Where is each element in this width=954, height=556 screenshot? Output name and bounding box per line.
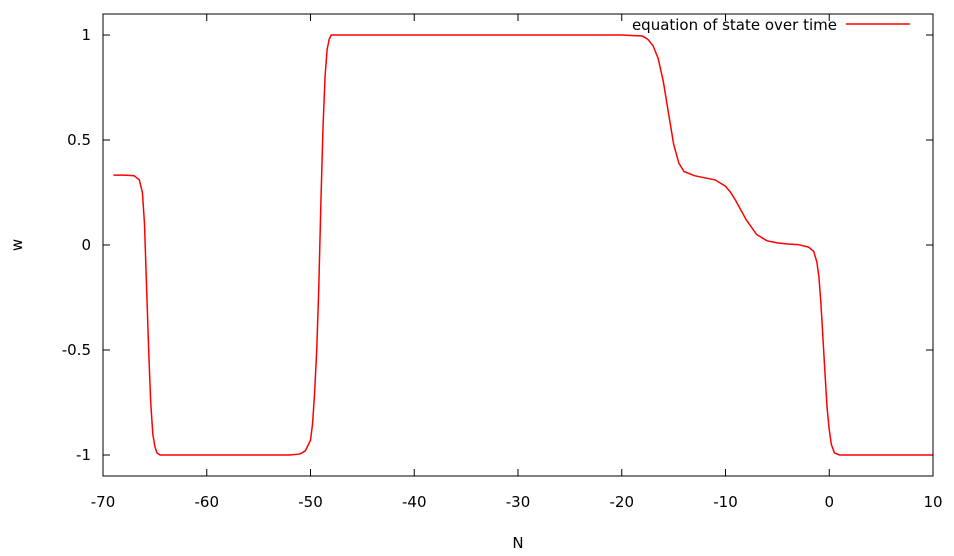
axis-tick-labels: -70 -60 -50 -40 -30 -20 -10 0 10 -1 -0.5 0 0.5 1	[62, 26, 943, 511]
axis-ticks	[102, 14, 934, 476]
y-tick-label: 0.5	[67, 131, 91, 149]
x-axis-label: N	[512, 534, 523, 552]
x-tick-label: -60	[195, 493, 220, 511]
y-tick-label: -1	[76, 446, 91, 464]
y-axis-label: w	[8, 239, 26, 251]
series-line	[113, 34, 933, 456]
x-tick-label: -40	[402, 493, 427, 511]
y-tick-label: -0.5	[62, 341, 91, 359]
x-tick-label: 0	[824, 493, 834, 511]
x-tick-label: -70	[91, 493, 116, 511]
x-tick-label: -30	[506, 493, 531, 511]
y-tick-label: 1	[81, 26, 91, 44]
plot-frame	[102, 13, 934, 477]
legend-label: equation of state over time	[632, 16, 837, 34]
x-tick-label: -10	[713, 493, 738, 511]
y-tick-label: 0	[81, 236, 91, 254]
x-tick-label: -20	[610, 493, 635, 511]
x-tick-label: -50	[298, 493, 323, 511]
legend: equation of state over time	[632, 16, 910, 34]
x-tick-label: 10	[923, 493, 942, 511]
